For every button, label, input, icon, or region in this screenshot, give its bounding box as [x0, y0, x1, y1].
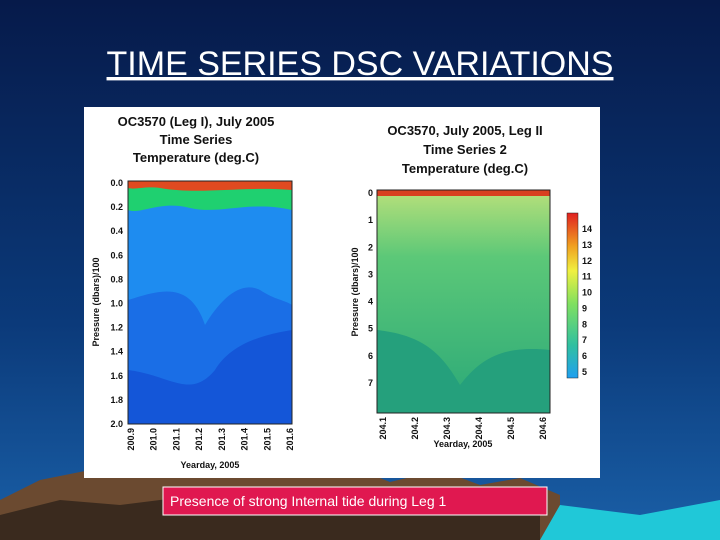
y-tick-label: 3: [368, 269, 373, 279]
y-tick-label: 0: [368, 188, 373, 198]
colorbar-label: 7: [582, 335, 587, 345]
x-label: Yearday, 2005: [434, 439, 493, 449]
colorbar-label: 9: [582, 303, 587, 313]
x-tick-label: 201.4: [240, 428, 250, 451]
colorbar-label: 14: [582, 224, 592, 234]
y-tick-label: 0.2: [110, 202, 123, 212]
contour-right-warm: [377, 190, 550, 196]
axes-left: [127, 180, 293, 425]
x-tick-label: 201.3: [217, 428, 227, 451]
colorbar-label: 5: [582, 367, 587, 377]
colorbar-label: 6: [582, 351, 587, 361]
y-tick-label: 7: [368, 378, 373, 388]
colorbar-label: 13: [582, 240, 592, 250]
y-tick-label: 1.8: [110, 395, 123, 405]
panel-title: OC3570, July 2005, Leg II: [387, 123, 542, 138]
x-tick-label: 200.9: [126, 428, 136, 451]
y-tick-label: 0.0: [110, 178, 123, 188]
slide-title: TIME SERIES DSC VARIATIONS: [107, 45, 614, 83]
x-tick-label: 201.1: [171, 428, 181, 451]
y-tick-label: 4: [368, 297, 373, 307]
panel-title: Temperature (deg.C): [402, 161, 528, 176]
sea: [540, 500, 720, 540]
y-tick-label: 2: [368, 242, 373, 252]
contour-left-warm: [128, 181, 292, 191]
x-tick-label: 204.5: [506, 417, 516, 440]
caption-box: [162, 486, 548, 516]
panel-title: Temperature (deg.C): [133, 150, 259, 165]
y-tick-label: 0.8: [110, 274, 123, 284]
x-tick-label: 201.0: [149, 428, 159, 451]
x-tick-label: 201.5: [262, 428, 272, 451]
y-tick-label: 2.0: [110, 419, 123, 429]
colorbar-label: 10: [582, 288, 592, 298]
colorbar-label: 11: [582, 272, 592, 282]
panel-title: Time Series: [160, 132, 233, 147]
caption: Presence of strong Internal tide during …: [170, 493, 447, 509]
y-tick-label: 1.6: [110, 371, 123, 381]
x-tick-label: 204.1: [378, 417, 388, 440]
y-tick-label: 1.4: [110, 347, 123, 357]
colorbar-label: 8: [582, 319, 587, 329]
x-tick-label: 201.2: [194, 428, 204, 451]
panel-title: OC3570 (Leg I), July 2005: [118, 114, 275, 129]
colorbar-label: 12: [582, 256, 592, 266]
axes-right: [376, 189, 551, 414]
y-tick-label: 1.2: [110, 323, 123, 333]
x-tick-label: 204.4: [474, 417, 484, 440]
y-label: Pressure (dbars)/100: [350, 247, 360, 336]
panel-title: Time Series 2: [423, 142, 507, 157]
x-tick-label: 204.2: [410, 417, 420, 440]
y-tick-label: 1: [368, 215, 373, 225]
y-tick-label: 0.4: [110, 226, 123, 236]
x-label: Yearday, 2005: [181, 460, 240, 470]
x-tick-label: 201.6: [285, 428, 295, 451]
contour-left-deeper: [128, 330, 292, 424]
y-tick-label: 6: [368, 351, 373, 361]
y-tick-label: 5: [368, 324, 373, 334]
y-tick-label: 1.0: [110, 299, 123, 309]
contour-right-deep: [377, 330, 550, 413]
colorbar: [566, 212, 579, 379]
y-label: Pressure (dbars)/100: [91, 257, 101, 346]
x-tick-label: 204.6: [538, 417, 548, 440]
y-tick-label: 0.6: [110, 250, 123, 260]
x-tick-label: 204.3: [442, 417, 452, 440]
